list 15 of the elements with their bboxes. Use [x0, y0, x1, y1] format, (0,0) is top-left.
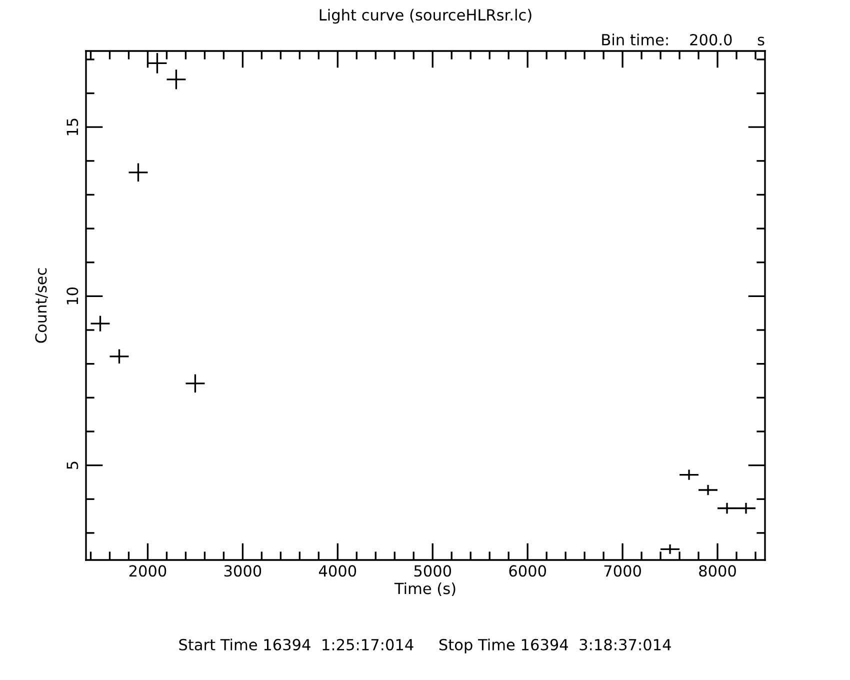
- y-tick-label: 5: [66, 462, 78, 469]
- x-tick-label: 6000: [509, 565, 546, 577]
- y-tick-label: 10: [66, 287, 78, 304]
- text: Bin time: 200.0 s: [602, 34, 764, 46]
- chart-title: Light curve (sourceHLRsr.lc): [320, 8, 532, 24]
- y-axis-title: Count/sec: [35, 268, 48, 343]
- x-tick-label: 3000: [224, 565, 262, 577]
- x-tick-label: 7000: [604, 565, 641, 577]
- x-tick-label: 8000: [699, 565, 736, 577]
- x-tick-label: 2000: [129, 565, 166, 577]
- text: Start Time 16394 1:25:17:014 Stop Time 16394 3:18:37:014: [179, 638, 671, 654]
- x-tick-label: 4000: [318, 565, 356, 577]
- y-tick-label: 15: [66, 118, 78, 136]
- x-axis-title: Time (s): [394, 582, 456, 596]
- x-tick-label: 5000: [414, 565, 452, 577]
